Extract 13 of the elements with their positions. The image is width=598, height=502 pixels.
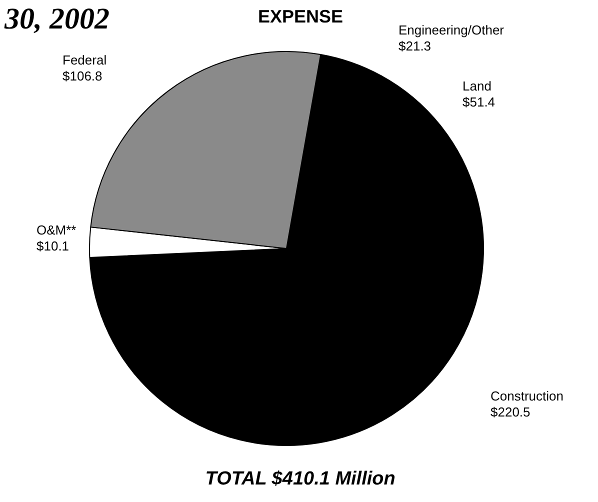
data-label: $106.8	[62, 68, 102, 84]
data-label: $10.1	[36, 238, 70, 254]
chart-title: EXPENSE	[258, 6, 344, 26]
text: TOTAL $410.1 Million	[205, 468, 396, 490]
slice-label: Engineering/Other	[398, 22, 505, 38]
slice-label: O&M**	[36, 222, 76, 238]
slice-label: Federal	[62, 52, 107, 68]
slice-label: Land	[462, 78, 492, 94]
data-label: $220.5	[490, 404, 530, 420]
slice-label: Construction	[490, 388, 564, 404]
text: 30, 2002	[4, 2, 110, 36]
data-label: $51.4	[462, 94, 496, 110]
data-label: $21.3	[398, 38, 432, 54]
